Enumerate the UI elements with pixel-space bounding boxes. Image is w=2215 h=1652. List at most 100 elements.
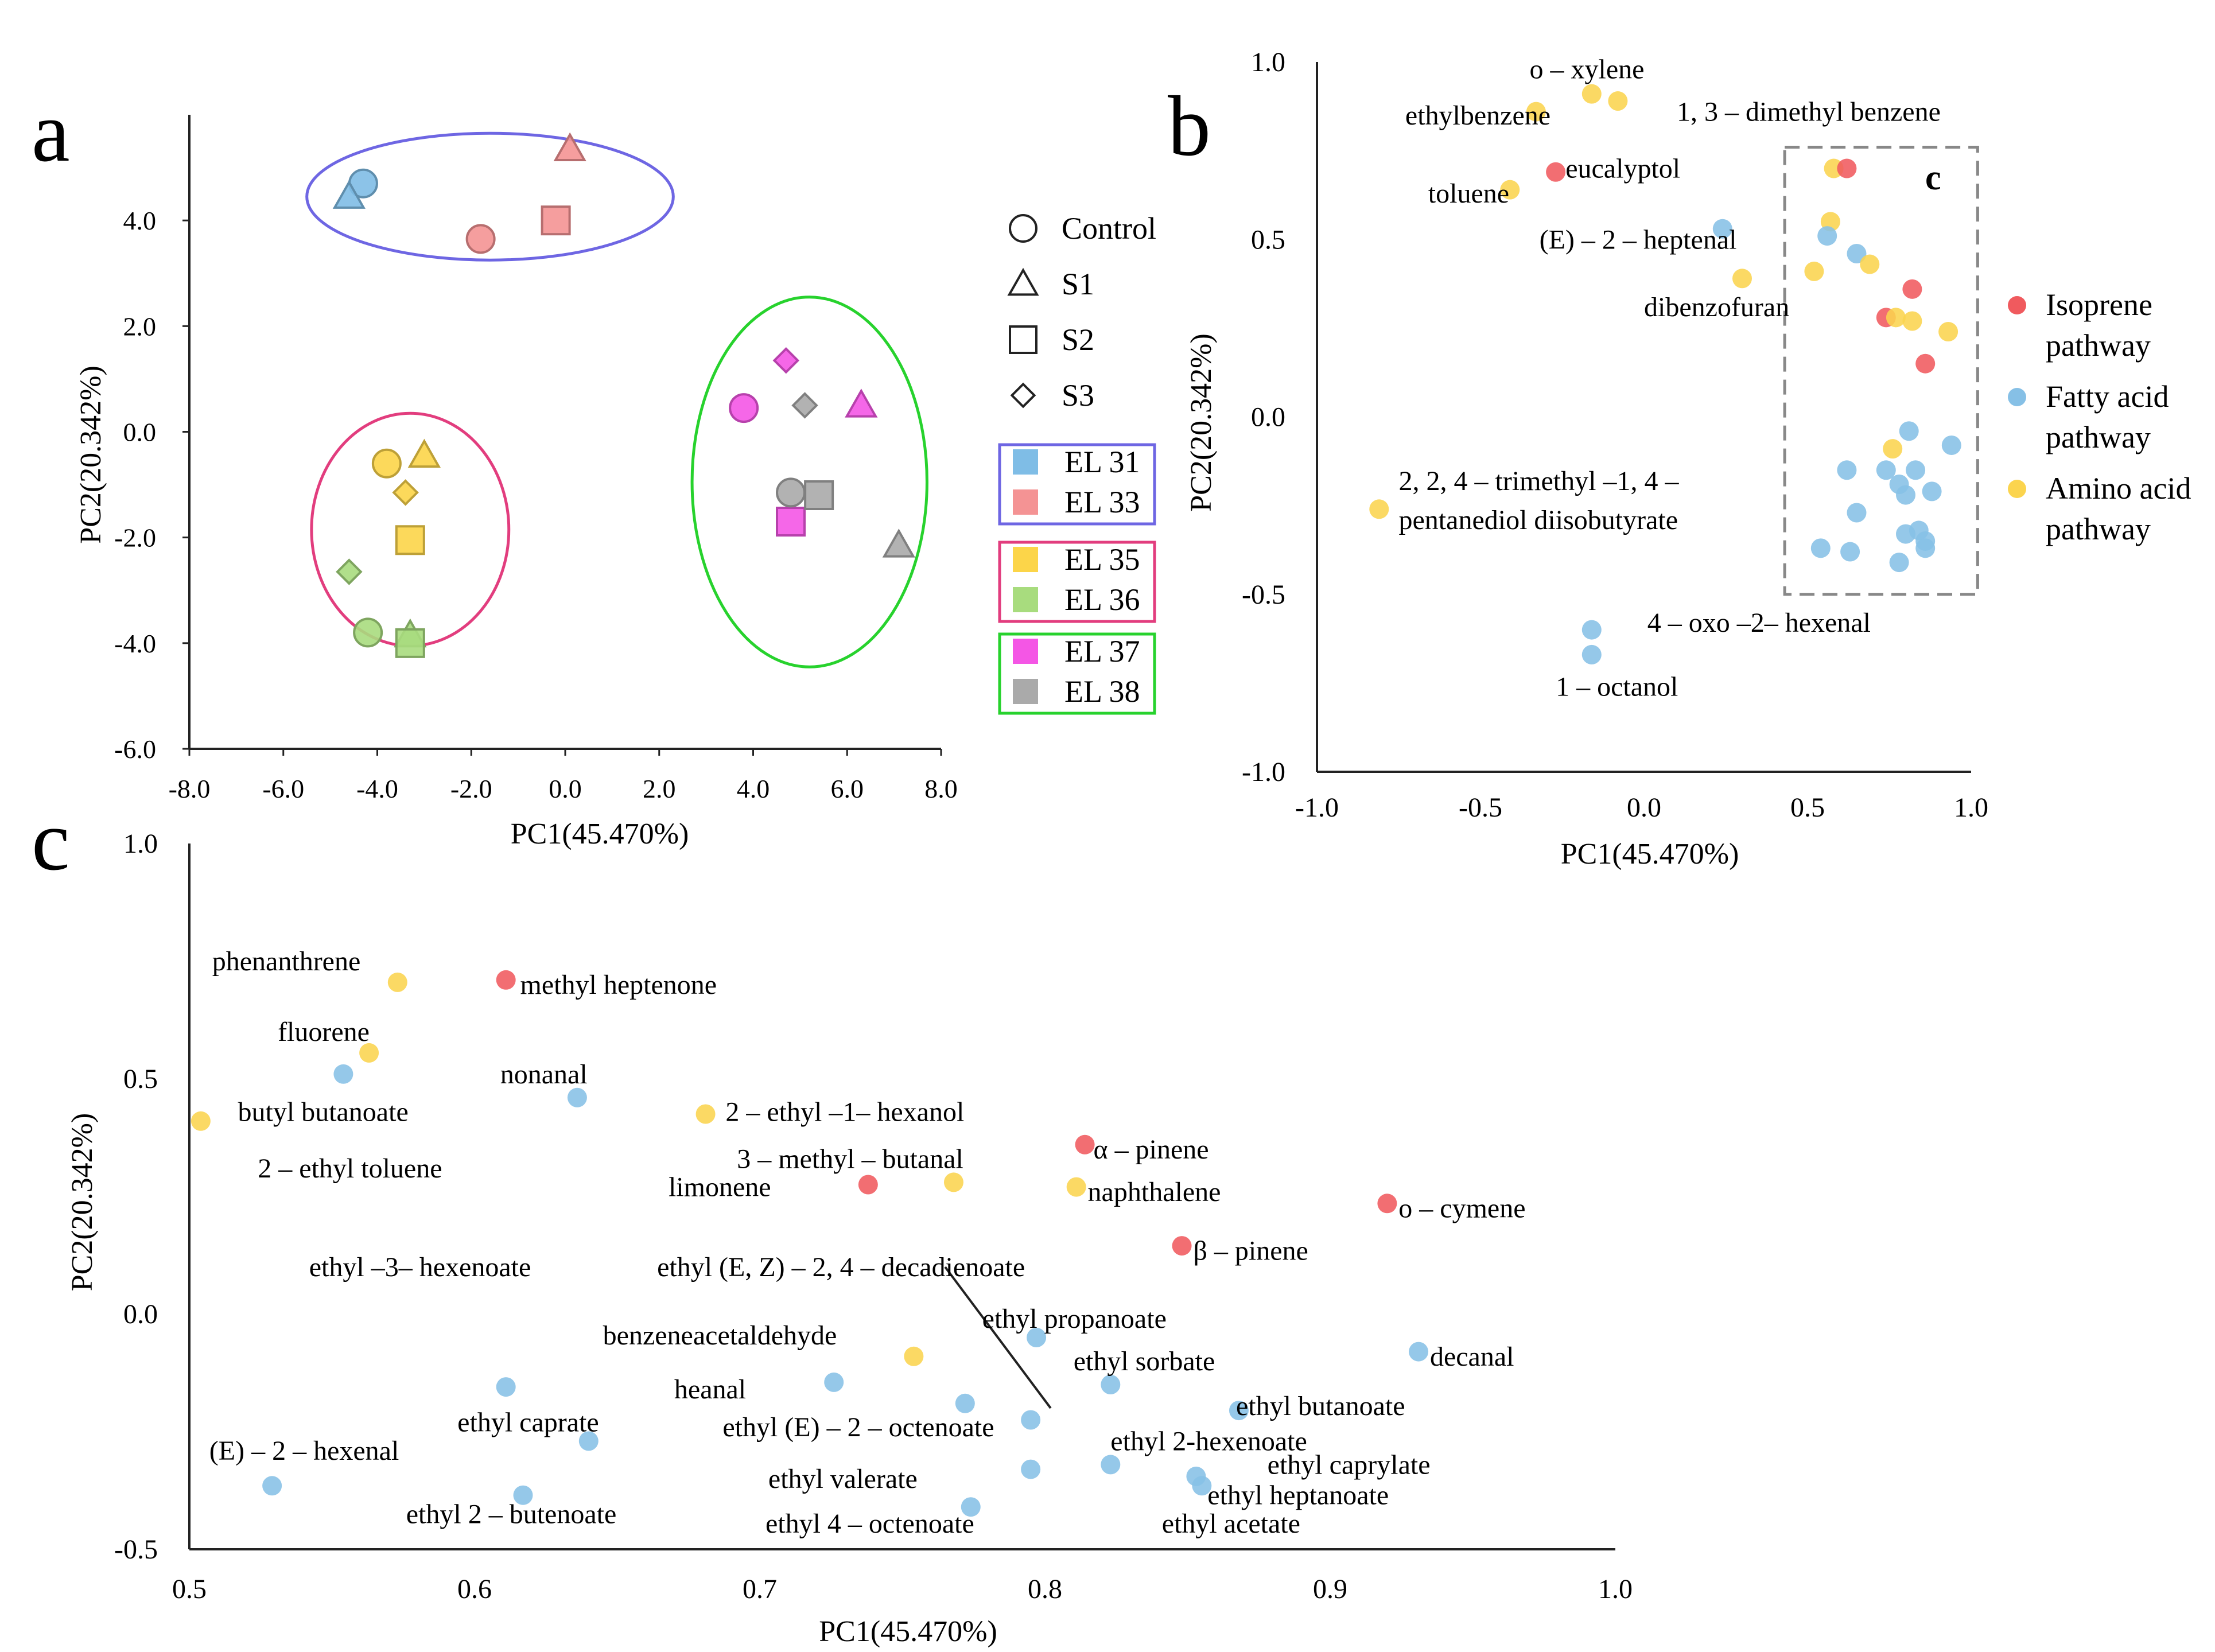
- point-label: o – xylene: [1530, 54, 1645, 84]
- point-fatty: [1899, 421, 1919, 441]
- y-tick-label: 0.0: [1251, 402, 1285, 433]
- x-tick-label: 1.0: [1598, 1574, 1633, 1604]
- legend-shape-label: Control: [1062, 211, 1156, 246]
- point-label: eucalyptol: [1565, 154, 1680, 184]
- point-isoprene: [496, 970, 516, 990]
- point-amino: [1804, 261, 1824, 281]
- x-tick-label: -0.5: [1459, 792, 1502, 823]
- x-tick-label: 0.6: [457, 1574, 492, 1604]
- legend-shape-label: S3: [1062, 378, 1094, 413]
- point-label: ethyl butanoate: [1236, 1391, 1405, 1421]
- y-tick-label: 0.0: [123, 1299, 158, 1330]
- point-fatty: [1409, 1342, 1429, 1362]
- x-tick-label: 8.0: [924, 774, 958, 803]
- x-tick-label: 0.5: [1790, 792, 1825, 823]
- y-tick-label: -0.5: [1242, 580, 1285, 610]
- point-fatty: [1922, 481, 1942, 502]
- group-legend: EL 31 EL 33 EL 35 EL 36 EL 37 EL 38: [998, 443, 1156, 715]
- point-label: ethyl sorbate: [1074, 1346, 1215, 1377]
- point-label: ethyl heptanoate: [1207, 1480, 1389, 1511]
- y-tick-label: 0.0: [123, 418, 157, 447]
- legend-label: Fatty acid: [2046, 379, 2169, 414]
- legend-label: pathway: [2046, 420, 2151, 454]
- y-tick-label: 1.0: [1251, 47, 1285, 77]
- point-isoprene: [1377, 1194, 1397, 1214]
- point-isoprene: [1837, 158, 1857, 178]
- label-leader-line: [944, 1266, 1052, 1409]
- point-label: ethyl –3– hexenoate: [309, 1252, 531, 1282]
- point-fatty: [1101, 1455, 1121, 1475]
- point-fatty: [1896, 485, 1915, 505]
- x-tick-label: -2.0: [450, 774, 492, 803]
- x-tick-label: -1.0: [1295, 792, 1339, 823]
- shape-legend: Control S1 S2 S3: [1007, 211, 1156, 413]
- point-isoprene: [1075, 1134, 1095, 1155]
- point-label: 3 – methyl – butanal: [737, 1144, 963, 1174]
- legend-group-label: EL 37: [1064, 634, 1140, 668]
- y-tick-label: -4.0: [114, 629, 156, 658]
- point-fatty: [1027, 1328, 1047, 1347]
- point-fatty: [961, 1497, 981, 1517]
- point-fatty: [1712, 219, 1732, 239]
- legend-group-label: EL 38: [1064, 674, 1140, 709]
- legend-marker-isoprene: [2008, 296, 2026, 314]
- point-label: ethyl propanoate: [982, 1304, 1167, 1334]
- legend-swatch-EL31: [1013, 449, 1038, 475]
- x-tick-label: 0.0: [1627, 792, 1661, 823]
- x-tick-label: 0.0: [549, 774, 582, 803]
- point-label: 1 – octanol: [1556, 672, 1678, 702]
- point-label: α – pinene: [1093, 1134, 1208, 1165]
- point-amino: [1732, 269, 1752, 289]
- legend-swatch-EL36: [1013, 587, 1038, 612]
- legend-shape-diamond: [1010, 382, 1036, 409]
- y-tick-label: -6.0: [114, 734, 156, 764]
- x-tick-label: 2.0: [643, 774, 676, 803]
- point-amino: [943, 1172, 963, 1192]
- point-label: β – pinene: [1193, 1235, 1308, 1266]
- point-fatty: [1889, 553, 1909, 573]
- point-label: pentanediol diisobutyrate: [1399, 505, 1678, 535]
- legend-shape-circle: [1009, 214, 1037, 243]
- point-fatty: [1021, 1459, 1041, 1479]
- y-tick-label: 2.0: [123, 312, 157, 341]
- panel-label-b: b: [1168, 79, 1211, 174]
- point-label: ethyl caprate: [457, 1408, 599, 1438]
- point-label: ethyl valerate: [768, 1464, 918, 1494]
- point-EL37-triangle: [845, 388, 878, 418]
- point-fatty: [1876, 460, 1896, 480]
- point-amino: [1883, 439, 1903, 459]
- point-EL35-circle: [371, 448, 402, 479]
- legend-swatch-EL37: [1013, 639, 1038, 664]
- point-fatty: [1810, 538, 1831, 558]
- point-label: ethyl (E, Z) – 2, 4 – decadienoate: [657, 1252, 1025, 1282]
- point-EL37-circle: [729, 393, 759, 423]
- x-tick-label: 4.0: [737, 774, 770, 803]
- legend-label: pathway: [2046, 512, 2151, 546]
- y-tick-label: 1.0: [123, 829, 158, 859]
- point-fatty: [1101, 1375, 1121, 1394]
- point-amino: [1938, 322, 1958, 342]
- point-label: fluorene: [278, 1017, 370, 1047]
- point-isoprene: [1902, 279, 1922, 299]
- point-fatty: [1941, 435, 1961, 455]
- point-amino: [1369, 499, 1389, 519]
- point-amino: [1066, 1177, 1086, 1197]
- legend-label: pathway: [2046, 328, 2151, 363]
- legend-marker-amino: [2008, 480, 2026, 498]
- point-amino: [191, 1111, 211, 1131]
- legend-swatch-EL33: [1013, 489, 1038, 515]
- point-label: 2, 2, 4 – trimethyl –1, 4 –: [1399, 466, 1680, 496]
- point-fatty: [513, 1485, 533, 1505]
- point-amino: [695, 1104, 716, 1124]
- point-label: naphthalene: [1088, 1177, 1221, 1207]
- x-tick-label: 6.0: [831, 774, 864, 803]
- point-EL35-triangle: [407, 438, 441, 468]
- point-label: 4 – oxo –2– hexenal: [1647, 608, 1871, 638]
- legend-group-label: EL 36: [1064, 582, 1140, 617]
- legend-swatch-EL35: [1013, 547, 1038, 572]
- point-EL38-triangle: [882, 528, 915, 558]
- point-fatty: [1915, 538, 1936, 558]
- x-tick-label: -6.0: [262, 774, 304, 803]
